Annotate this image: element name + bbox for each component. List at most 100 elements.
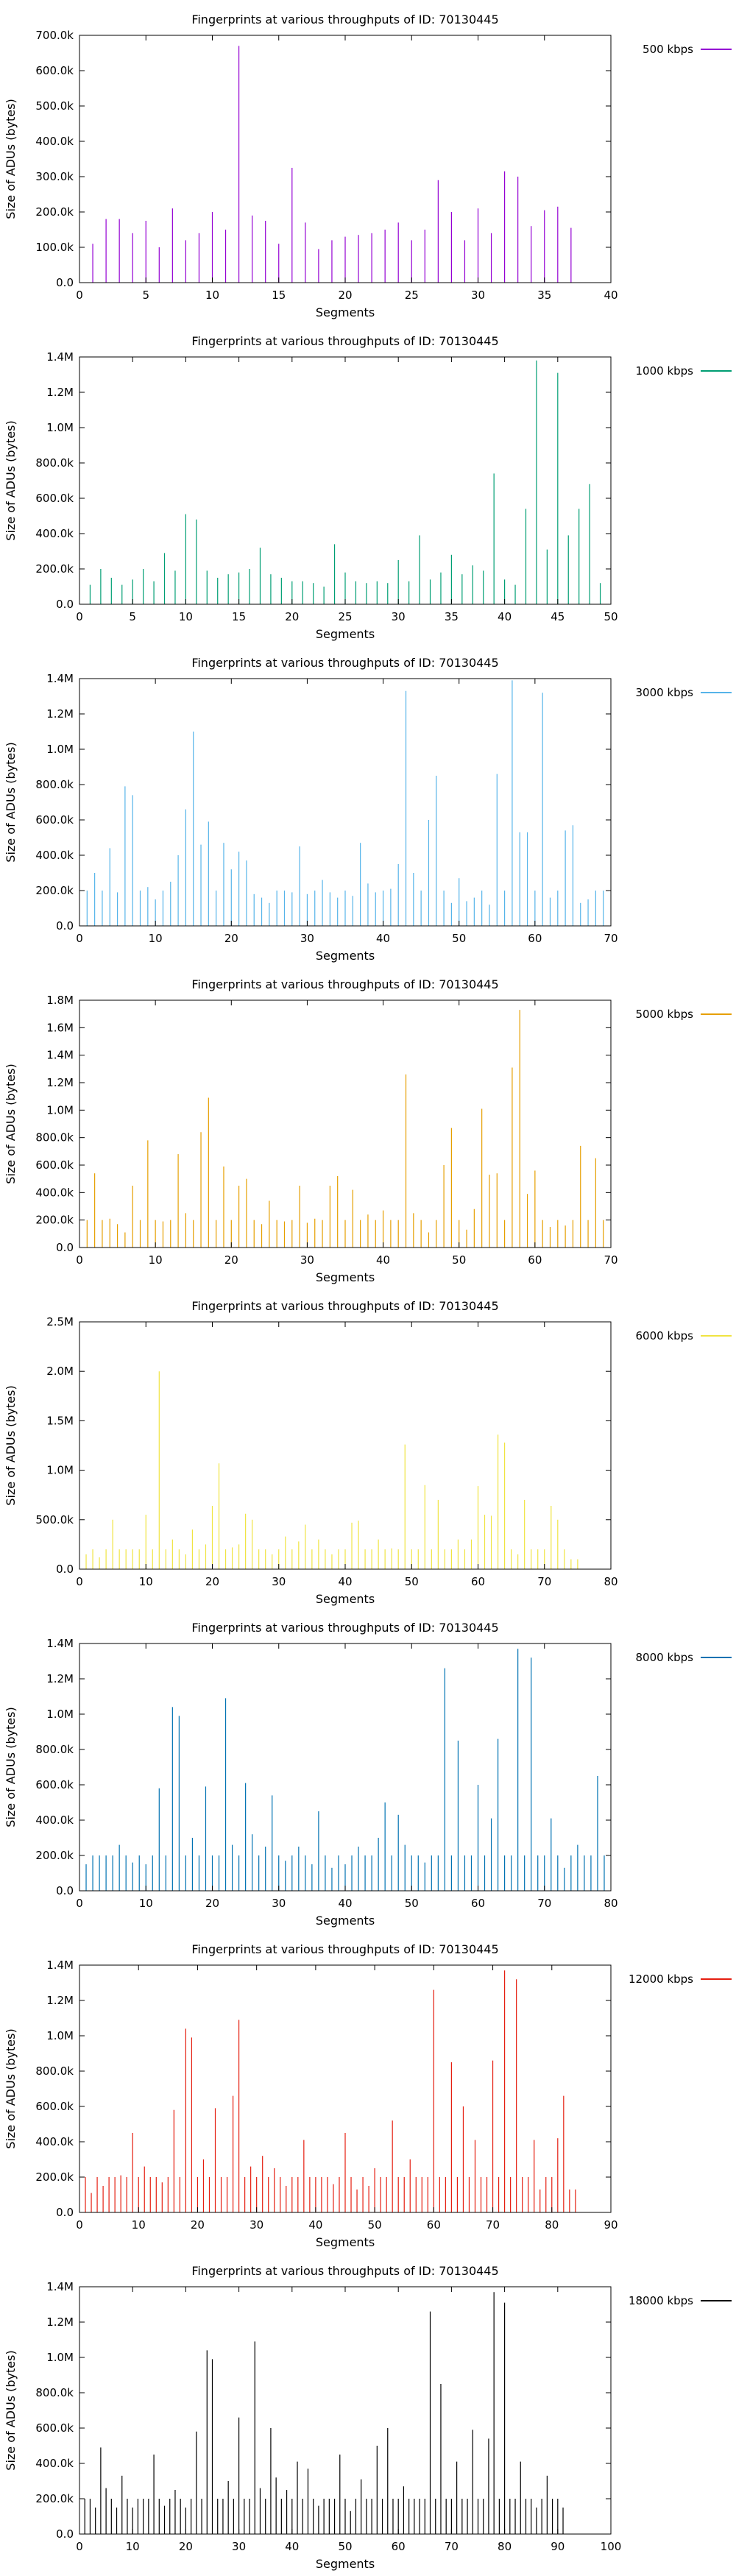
x-tick-label: 30	[232, 2540, 246, 2553]
legend-label: 1000 kbps	[636, 364, 694, 378]
x-tick-label: 50	[604, 610, 618, 623]
x-tick-label: 80	[604, 1575, 618, 1588]
x-tick-label: 40	[376, 932, 390, 945]
x-tick-label: 25	[405, 289, 419, 302]
x-tick-label: 30	[272, 1575, 286, 1588]
chart-title: Fingerprints at various throughputs of I…	[191, 656, 498, 670]
legend-label: 5000 kbps	[636, 1008, 694, 1021]
x-tick-label: 40	[604, 289, 618, 302]
y-tick-label: 0.0	[56, 2206, 74, 2219]
y-tick-label: 1.5M	[46, 1414, 74, 1427]
y-tick-label: 600.0k	[35, 492, 74, 505]
y-tick-label: 1.2M	[46, 1076, 74, 1089]
x-tick-label: 50	[452, 1253, 466, 1267]
y-tick-label: 300.0k	[35, 170, 74, 183]
x-tick-label: 50	[452, 932, 466, 945]
y-axis-label: Size of ADUs (bytes)	[4, 99, 18, 219]
chart-title: Fingerprints at various throughputs of I…	[191, 1942, 498, 1956]
y-tick-label: 600.0k	[35, 1158, 74, 1172]
y-tick-label: 0.0	[56, 276, 74, 289]
x-tick-label: 0	[76, 1253, 83, 1267]
plot-frame	[79, 999, 612, 1248]
chart-title: Fingerprints at various throughputs of I…	[191, 2264, 498, 2278]
x-axis-label: Segments	[316, 627, 375, 641]
y-axis-label: Size of ADUs (bytes)	[4, 1385, 18, 1505]
x-tick-label: 40	[338, 1897, 352, 1910]
y-tick-label: 600.0k	[35, 813, 74, 827]
x-tick-label: 30	[300, 1253, 314, 1267]
x-tick-label: 10	[149, 932, 163, 945]
x-tick-label: 15	[232, 610, 246, 623]
x-tick-label: 70	[486, 2218, 500, 2232]
y-tick-label: 1.0M	[46, 421, 74, 434]
y-tick-label: 1.4M	[46, 350, 74, 364]
x-tick-label: 70	[604, 932, 618, 945]
chart-title: Fingerprints at various throughputs of I…	[191, 334, 498, 348]
legend-label: 3000 kbps	[636, 686, 694, 699]
y-tick-label: 400.0k	[35, 849, 74, 862]
x-tick-label: 45	[551, 610, 565, 623]
x-tick-label: 60	[427, 2218, 441, 2232]
x-tick-label: 10	[179, 610, 193, 623]
y-tick-label: 1.0M	[46, 2351, 74, 2364]
y-tick-label: 1.4M	[46, 672, 74, 685]
y-tick-label: 1.4M	[46, 1958, 74, 1972]
x-tick-label: 20	[224, 932, 238, 945]
x-tick-label: 60	[471, 1897, 485, 1910]
y-tick-label: 200.0k	[35, 2170, 74, 2184]
x-tick-label: 20	[338, 289, 352, 302]
x-tick-label: 0	[76, 2218, 83, 2232]
x-tick-label: 20	[205, 1897, 219, 1910]
y-tick-label: 1.0M	[46, 1464, 74, 1477]
y-tick-label: 1.0M	[46, 1708, 74, 1721]
y-tick-label: 1.2M	[46, 386, 74, 399]
chart-panel-1: Fingerprints at various throughputs of I…	[0, 322, 736, 643]
y-tick-label: 1.2M	[46, 2315, 74, 2329]
x-tick-label: 90	[551, 2540, 565, 2553]
x-tick-label: 5	[129, 610, 136, 623]
x-tick-label: 100	[601, 2540, 622, 2553]
x-tick-label: 0	[76, 1575, 83, 1588]
x-tick-label: 30	[272, 1897, 286, 1910]
x-tick-label: 40	[376, 1253, 390, 1267]
chart-svg-4: Fingerprints at various throughputs of I…	[4, 1299, 732, 1606]
x-tick-label: 60	[528, 1253, 542, 1267]
plot-frame	[79, 2286, 612, 2535]
y-tick-label: 800.0k	[35, 2386, 74, 2399]
x-tick-label: 80	[604, 1897, 618, 1910]
y-tick-label: 200.0k	[35, 2492, 74, 2505]
y-tick-label: 200.0k	[35, 1214, 74, 1227]
x-tick-label: 60	[528, 932, 542, 945]
x-tick-label: 10	[149, 1253, 163, 1267]
x-axis-label: Segments	[316, 2235, 375, 2249]
x-tick-label: 30	[392, 610, 406, 623]
chart-svg-1: Fingerprints at various throughputs of I…	[4, 334, 732, 641]
y-tick-label: 800.0k	[35, 778, 74, 791]
plot-frame	[79, 1964, 612, 2213]
x-tick-label: 0	[76, 932, 83, 945]
y-tick-label: 1.2M	[46, 707, 74, 721]
y-axis-label: Size of ADUs (bytes)	[4, 1064, 18, 1183]
y-tick-label: 400.0k	[35, 527, 74, 540]
y-tick-label: 2.0M	[46, 1365, 74, 1378]
x-tick-label: 0	[76, 289, 83, 302]
y-tick-label: 800.0k	[35, 456, 74, 470]
y-tick-label: 1.6M	[46, 1021, 74, 1034]
y-tick-label: 1.0M	[46, 1103, 74, 1117]
y-tick-label: 400.0k	[35, 1814, 74, 1827]
x-axis-label: Segments	[316, 1270, 375, 1284]
x-tick-label: 0	[76, 610, 83, 623]
x-tick-label: 25	[338, 610, 352, 623]
chart-title: Fingerprints at various throughputs of I…	[191, 1621, 498, 1635]
y-tick-label: 2.5M	[46, 1315, 74, 1328]
x-tick-label: 15	[272, 289, 286, 302]
y-axis-label: Size of ADUs (bytes)	[4, 420, 18, 540]
chart-panel-3: Fingerprints at various throughputs of I…	[0, 965, 736, 1287]
x-tick-label: 35	[445, 610, 459, 623]
y-tick-label: 200.0k	[35, 205, 74, 219]
x-tick-label: 10	[205, 289, 219, 302]
x-tick-label: 10	[139, 1575, 153, 1588]
legend-label: 6000 kbps	[636, 1329, 694, 1342]
y-tick-label: 600.0k	[35, 64, 74, 77]
x-tick-label: 30	[300, 932, 314, 945]
